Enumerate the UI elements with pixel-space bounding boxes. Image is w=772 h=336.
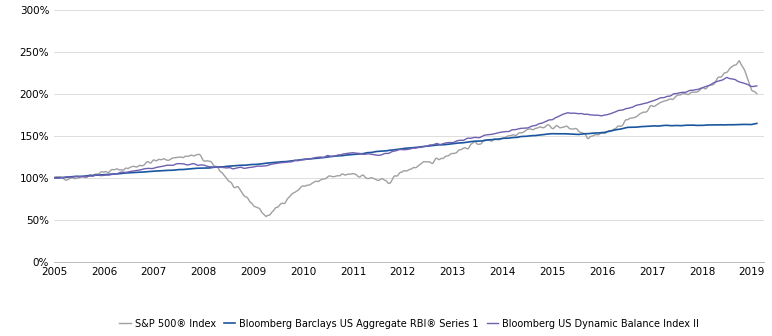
- S&P 500® Index: [752, 92, 761, 96]
- Line: Bloomberg Barclays US Aggregate RBI® Series 1: Bloomberg Barclays US Aggregate RBI® Ser…: [54, 123, 757, 178]
- Bloomberg Barclays US Aggregate RBI® Series 1: [655, 124, 664, 128]
- Bloomberg US Dynamic Balance Index II: [49, 176, 59, 180]
- S&P 500® Index: [262, 215, 271, 219]
- Bloomberg Barclays US Aggregate RBI® Series 1: [497, 136, 506, 140]
- S&P 500® Index: [477, 141, 486, 145]
- S&P 500® Index: [93, 172, 102, 176]
- Bloomberg US Dynamic Balance Index II: [459, 138, 468, 142]
- Bloomberg US Dynamic Balance Index II: [584, 112, 593, 116]
- Bloomberg Barclays US Aggregate RBI® Series 1: [582, 132, 591, 136]
- Bloomberg Barclays US Aggregate RBI® Series 1: [752, 121, 761, 125]
- Bloomberg Barclays US Aggregate RBI® Series 1: [93, 173, 102, 177]
- S&P 500® Index: [498, 136, 507, 140]
- S&P 500® Index: [655, 100, 665, 104]
- S&P 500® Index: [49, 175, 59, 179]
- Bloomberg US Dynamic Balance Index II: [498, 130, 507, 134]
- S&P 500® Index: [735, 58, 744, 62]
- Line: Bloomberg US Dynamic Balance Index II: Bloomberg US Dynamic Balance Index II: [54, 77, 757, 178]
- Bloomberg US Dynamic Balance Index II: [723, 75, 732, 79]
- Bloomberg Barclays US Aggregate RBI® Series 1: [458, 141, 467, 145]
- Bloomberg Barclays US Aggregate RBI® Series 1: [476, 139, 486, 143]
- Bloomberg US Dynamic Balance Index II: [752, 84, 761, 88]
- S&P 500® Index: [459, 146, 468, 151]
- Bloomberg US Dynamic Balance Index II: [655, 96, 665, 100]
- Bloomberg US Dynamic Balance Index II: [93, 173, 103, 177]
- S&P 500® Index: [584, 137, 593, 141]
- Line: S&P 500® Index: S&P 500® Index: [54, 60, 757, 217]
- Bloomberg US Dynamic Balance Index II: [52, 176, 61, 180]
- Bloomberg Barclays US Aggregate RBI® Series 1: [49, 176, 59, 180]
- Legend: S&P 500® Index, Bloomberg Barclays US Aggregate RBI® Series 1, Bloomberg US Dyna: S&P 500® Index, Bloomberg Barclays US Ag…: [115, 315, 703, 333]
- Bloomberg US Dynamic Balance Index II: [477, 135, 486, 139]
